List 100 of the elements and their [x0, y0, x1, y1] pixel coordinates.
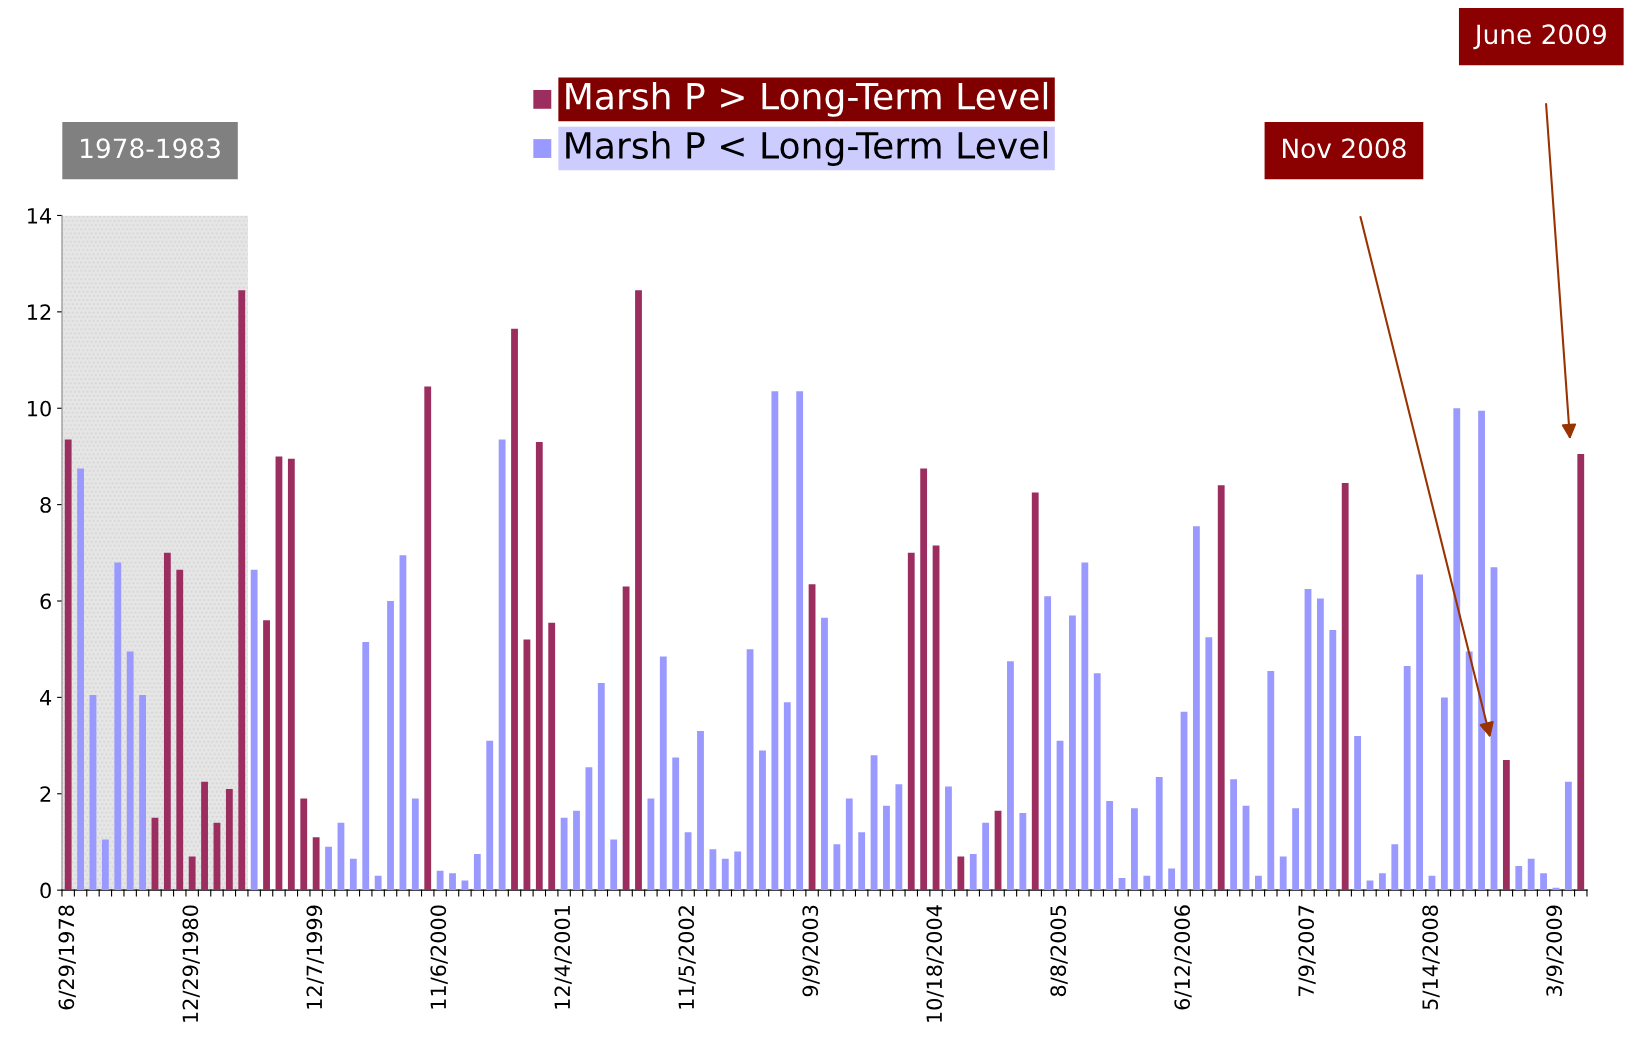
bar: [349, 858, 357, 891]
bar: [895, 784, 903, 891]
bar: [858, 832, 866, 891]
bar: [1354, 735, 1361, 891]
bar: [1391, 844, 1399, 891]
bar: [374, 875, 382, 891]
bar: [201, 781, 208, 891]
x-tick-label: 12/7/1999: [306, 905, 324, 1009]
bar: [176, 569, 184, 891]
bar: [957, 856, 965, 891]
bar: [139, 694, 146, 891]
bar: [1527, 858, 1535, 891]
bar: [821, 617, 828, 891]
bar: [1131, 808, 1138, 891]
bar: [1515, 866, 1523, 891]
bar: [312, 837, 320, 891]
bar: [982, 822, 990, 891]
bar: [163, 552, 171, 891]
bar: [1403, 666, 1411, 891]
bar: [424, 386, 432, 891]
bar: [945, 786, 952, 891]
bar: [721, 858, 729, 891]
bar: [362, 641, 370, 891]
y-tick-label: 12: [28, 304, 51, 320]
bar: [1093, 673, 1101, 891]
bar: [635, 290, 642, 891]
bar: [1217, 485, 1225, 891]
y-tick-label: 8: [40, 497, 51, 513]
bar: [250, 569, 258, 891]
bar: [783, 702, 791, 891]
bar: [1540, 873, 1547, 891]
bar: [659, 656, 667, 891]
y-tick-label: 4: [40, 690, 52, 706]
bar: [907, 552, 915, 891]
bar: [126, 651, 134, 891]
x-tick-label: 9/9/2003: [802, 905, 820, 997]
bar: [1255, 875, 1262, 891]
bar: [325, 846, 332, 891]
bar: [1168, 868, 1176, 891]
x-tick-label: 10/18/2004: [926, 905, 944, 1022]
bar: [1143, 875, 1151, 891]
bar: [1378, 873, 1386, 891]
bar: [1267, 670, 1275, 891]
y-tick-label: 14: [28, 208, 52, 224]
bar: [796, 391, 804, 891]
bar: [1564, 781, 1572, 891]
bar: [672, 757, 680, 891]
x-tick-label: 12/29/1980: [182, 905, 200, 1022]
bar: [1205, 637, 1213, 891]
legend-label: Marsh P > Long-Term Level: [566, 81, 1048, 117]
x-tick-label: 12/4/2001: [554, 905, 572, 1009]
bar: [883, 805, 890, 891]
bar: [709, 849, 717, 891]
bar: [114, 562, 122, 891]
bar: [1007, 661, 1014, 891]
bar: [387, 601, 394, 891]
bar: [1292, 808, 1300, 891]
bar: [647, 798, 655, 891]
bar: [1106, 800, 1114, 891]
bar: [573, 810, 580, 891]
bar: [263, 620, 270, 891]
bar: [759, 750, 766, 891]
x-tick-label: 5/14/2008: [1422, 905, 1440, 1010]
bar: [1465, 651, 1473, 891]
bar: [473, 854, 481, 891]
x-tick-label: 11/6/2000: [430, 905, 448, 1009]
bar: [64, 439, 72, 891]
x-tick-label: 7/9/2007: [1298, 905, 1316, 996]
bar: [188, 856, 196, 891]
bar: [300, 798, 308, 891]
text: June 2009: [1473, 24, 1606, 50]
bar: [734, 851, 742, 891]
y-tick-label: 2: [40, 786, 51, 802]
bar: [1069, 615, 1076, 891]
bar: [1416, 574, 1423, 891]
bar: [1329, 629, 1337, 891]
bar: [1031, 492, 1039, 891]
bar: [1453, 408, 1461, 891]
bar: [1019, 813, 1027, 891]
bar: [511, 328, 518, 891]
bar: [1155, 776, 1163, 891]
bar: [610, 839, 618, 891]
bar: [1081, 562, 1089, 891]
bar: [1193, 526, 1200, 891]
bar: [1230, 779, 1238, 891]
bar: [845, 798, 853, 891]
bar: [498, 439, 506, 891]
x-tick-label: 3/9/2009: [1546, 905, 1564, 997]
x-tick-label: 8/8/2005: [1050, 905, 1068, 997]
bar: [77, 468, 84, 891]
bar: [436, 870, 444, 891]
y-tick-label: 6: [40, 593, 51, 610]
bar: [411, 798, 419, 891]
bar: [1502, 760, 1510, 891]
bar: [969, 854, 977, 891]
bar: [548, 622, 556, 891]
bar: [1577, 454, 1585, 891]
legend-label: Marsh P < Long-Term Level: [566, 131, 1048, 167]
bar: [1440, 697, 1448, 891]
bar: [486, 740, 494, 891]
